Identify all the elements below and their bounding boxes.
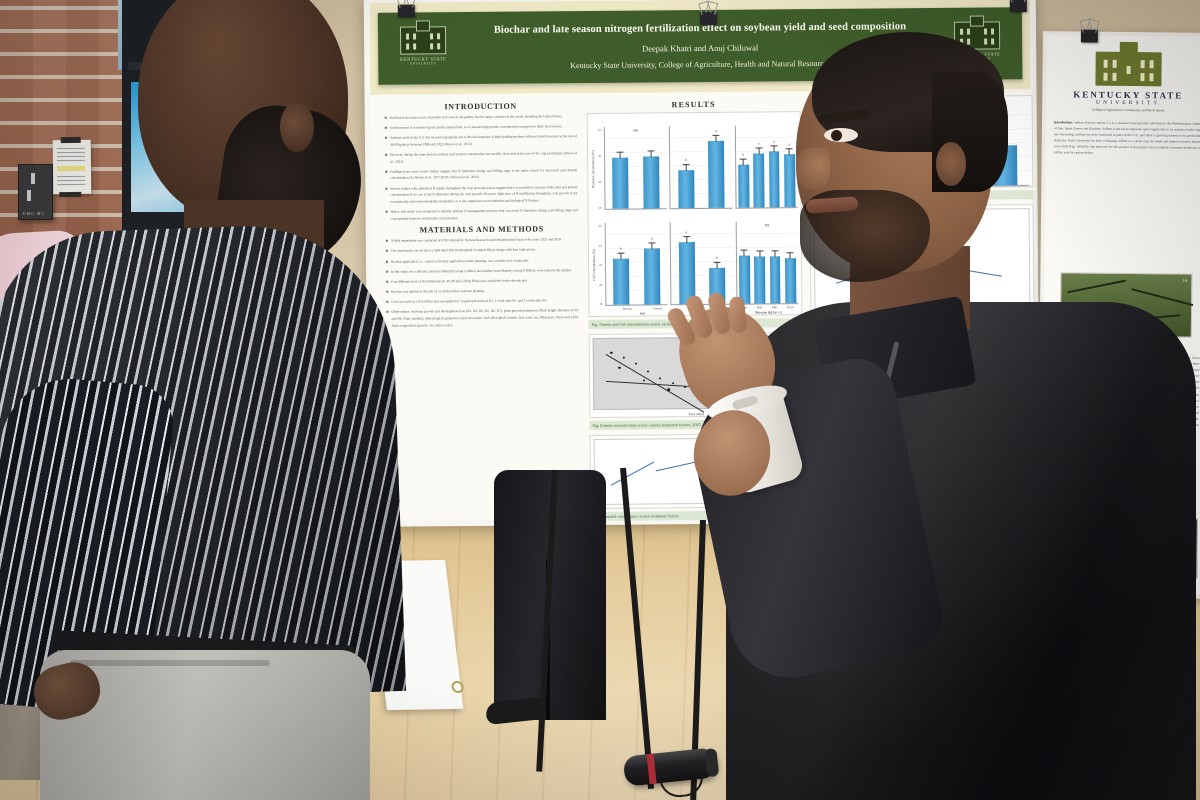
sig-label: a <box>651 236 653 241</box>
ytick: 22 <box>599 262 603 267</box>
ytick: 44 <box>597 127 601 132</box>
protein-chart-ylabel: Protein Concentration (%) <box>591 149 596 188</box>
bar <box>643 149 660 209</box>
binder-clip-center[interactable] <box>699 11 717 26</box>
ytick: 42 <box>598 153 602 158</box>
xtick: Control <box>652 306 663 311</box>
foreground-left-person <box>0 0 440 800</box>
sig-label: b <box>684 158 687 163</box>
electrical-box-label: EMG MC <box>23 211 46 216</box>
oil-panel-soil: b a <box>604 222 668 306</box>
right-person-nose <box>796 148 830 190</box>
ytick: 38 <box>598 205 602 210</box>
sig-label: a <box>685 229 688 234</box>
protein-chart-yticks: 44 42 40 38 <box>598 128 602 210</box>
switch-lever-2 <box>27 190 31 201</box>
electrical-box: EMG MC <box>18 164 53 220</box>
xtick: Biochar <box>622 306 633 311</box>
banner-grommet <box>450 680 465 694</box>
ytick: 18 <box>599 301 603 306</box>
bar <box>612 151 629 209</box>
right-person-ear <box>936 142 966 186</box>
ytick: 40 <box>598 179 602 184</box>
sig-label: b <box>620 246 623 251</box>
bar: b <box>613 247 630 305</box>
xgroup-soil: Biochar Control Soil <box>612 306 672 316</box>
switch-lever-1 <box>31 173 35 184</box>
ytick: 24 <box>598 243 602 248</box>
group-sig: NS <box>633 128 638 133</box>
binder-clip-right[interactable] <box>1009 0 1027 13</box>
bar: b <box>677 158 695 209</box>
right-person-eye <box>824 128 858 142</box>
protein-panel-soil: NS <box>603 126 667 210</box>
oil-chart-ylabel: Oil Concentration (%) <box>591 248 597 282</box>
xaxis-label: Soil <box>639 311 646 316</box>
foreground-right-person <box>664 32 1200 800</box>
left-person-ear <box>280 102 314 152</box>
ytick: 20 <box>599 282 603 287</box>
poster-tube-band <box>646 753 657 785</box>
ytick: 26 <box>598 223 602 228</box>
oil-chart-yticks: 26 24 22 20 18 <box>599 224 603 306</box>
bar: a <box>643 237 661 305</box>
